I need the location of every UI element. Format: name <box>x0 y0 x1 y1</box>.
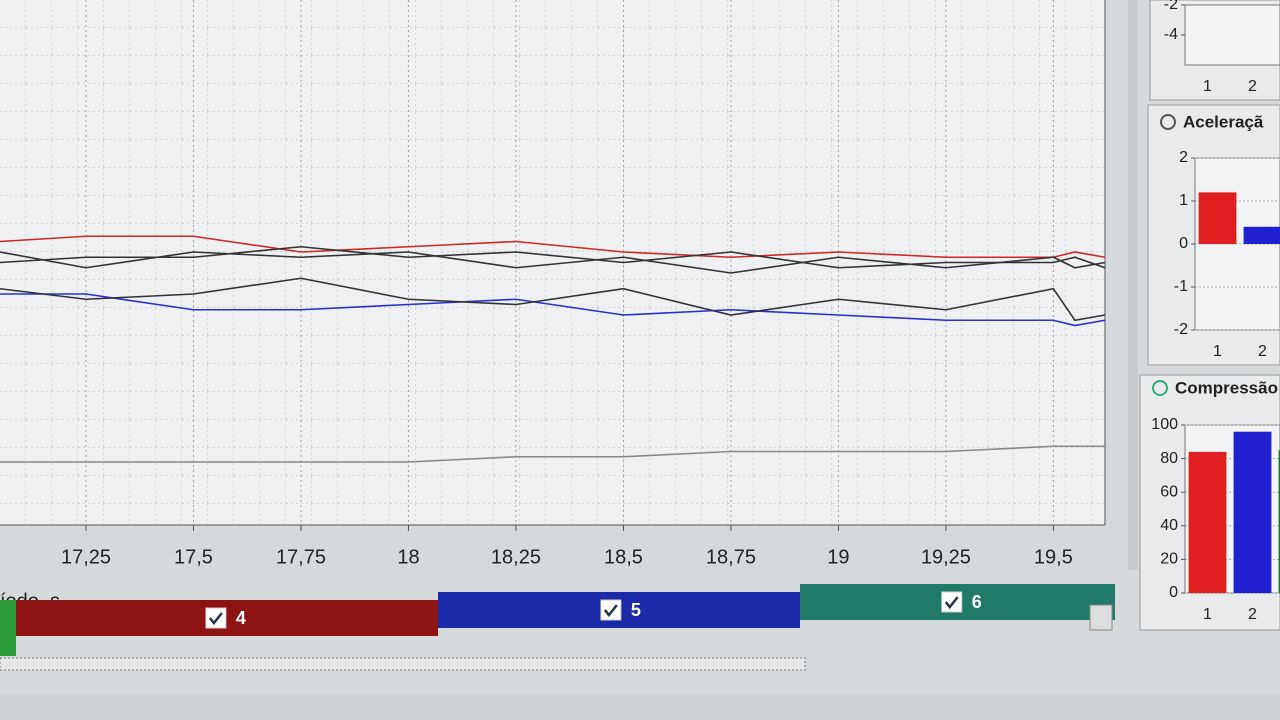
channel-label: 5 <box>631 600 641 620</box>
channel-label: 6 <box>972 592 982 612</box>
check <box>603 604 618 618</box>
y-tick-label: 2 <box>1179 149 1188 166</box>
checkbox[interactable] <box>941 591 963 613</box>
status-bar <box>0 695 1280 720</box>
x-tick-label: 19,25 <box>921 546 971 568</box>
plot-area <box>1184 4 1280 66</box>
data-line <box>0 293 1106 327</box>
x-tick-label: 18,5 <box>604 546 643 568</box>
x-tick-label: 18 <box>397 546 419 568</box>
checkbox[interactable] <box>600 599 622 621</box>
channel-tab[interactable] <box>16 600 438 636</box>
y-tick-label: 0 <box>1169 584 1178 601</box>
bar <box>1233 431 1272 593</box>
checkbox[interactable] <box>205 607 227 629</box>
y-tick-label: 100 <box>1151 416 1178 433</box>
check <box>208 612 223 626</box>
bar <box>1188 451 1227 593</box>
x-tick-label: 19 <box>827 546 849 568</box>
data-line <box>0 245 1106 269</box>
bar <box>1198 192 1237 244</box>
splitter[interactable] <box>1128 0 1138 570</box>
y-tick-label: 1 <box>1179 192 1188 209</box>
x-tick-label: 2 <box>1248 78 1257 95</box>
channel-tab[interactable] <box>0 600 16 656</box>
x-tick-label: 17,5 <box>174 546 213 568</box>
x-tick-label: 1 <box>1203 78 1212 95</box>
x-tick-label: 18,75 <box>706 546 756 568</box>
data-line <box>0 251 1106 274</box>
x-tick-label: 1 <box>1213 343 1222 360</box>
minor-grid <box>0 0 1105 525</box>
y-tick-label: -2 <box>1164 0 1178 13</box>
x-tick-label: 19,5 <box>1034 546 1073 568</box>
x-tick-label: 2 <box>1258 343 1267 360</box>
panel-icon <box>1152 380 1168 396</box>
bar <box>1243 226 1280 244</box>
bar <box>1278 450 1280 593</box>
panel-title: Aceleraçã <box>1183 112 1264 131</box>
scroll-arrow[interactable] <box>1089 604 1113 631</box>
y-tick-label: 20 <box>1160 551 1178 568</box>
y-tick-label: 60 <box>1160 483 1178 500</box>
x-tick-label: 17,25 <box>61 546 111 568</box>
data-line <box>0 445 1105 463</box>
check <box>944 596 959 610</box>
data-line <box>0 277 1106 322</box>
scrollbar[interactable] <box>0 657 806 671</box>
panel-icon <box>1160 114 1176 130</box>
y-tick-label: -2 <box>1174 321 1188 338</box>
x-tick-label: 17,75 <box>276 546 326 568</box>
x-tick-label: 2 <box>1248 606 1257 623</box>
x-tick-label: 1 <box>1203 606 1212 623</box>
y-tick-label: 80 <box>1160 450 1178 467</box>
y-tick-label: 0 <box>1179 235 1188 252</box>
y-tick-label: 40 <box>1160 517 1178 534</box>
panel-title: Compressão <box>1175 378 1278 397</box>
y-tick-label: -4 <box>1164 26 1178 43</box>
x-tick-label: 18,25 <box>491 546 541 568</box>
y-tick-label: -1 <box>1174 278 1188 295</box>
channel-bar: 4 5 6 <box>16 584 1115 636</box>
channel-label: 4 <box>236 608 246 628</box>
